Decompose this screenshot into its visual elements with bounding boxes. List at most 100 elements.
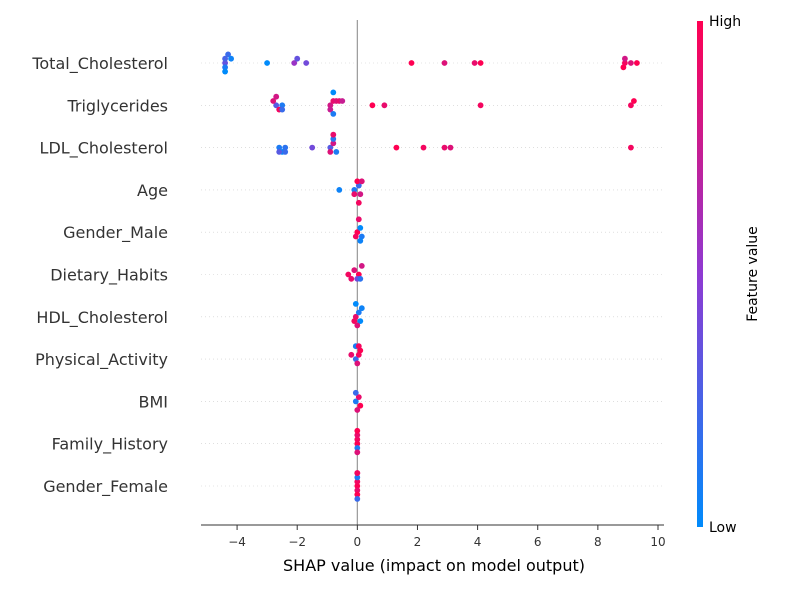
- data-point: [345, 271, 352, 278]
- colorbar-axis-label: Feature value: [745, 226, 761, 322]
- data-point: [354, 407, 361, 413]
- data-point: [634, 60, 640, 66]
- data-point: [477, 60, 484, 66]
- feature-label: BMI: [139, 392, 169, 411]
- x-axis-label: SHAP value (impact on model output): [283, 556, 585, 575]
- data-point: [357, 237, 364, 244]
- x-tick-label: −2: [288, 535, 306, 549]
- x-tick-label: 4: [474, 535, 482, 549]
- x-tick-label: 2: [414, 535, 422, 549]
- data-point: [351, 267, 358, 274]
- data-point: [352, 389, 359, 396]
- data-point: [225, 51, 232, 58]
- data-point: [622, 55, 628, 62]
- data-point: [354, 322, 361, 329]
- data-point: [447, 144, 454, 151]
- data-point: [352, 301, 359, 307]
- data-point: [477, 102, 484, 109]
- data-point: [628, 102, 634, 109]
- data-point: [309, 144, 316, 151]
- data-point: [228, 55, 235, 62]
- feature-label: Dietary_Habits: [50, 266, 168, 286]
- data-point: [330, 89, 337, 96]
- data-point: [354, 478, 361, 485]
- data-point: [357, 191, 364, 198]
- feature-label: Triglycerides: [66, 96, 168, 115]
- data-point: [354, 491, 361, 498]
- data-point: [471, 60, 478, 66]
- data-point: [354, 449, 361, 456]
- data-point: [357, 225, 364, 231]
- feature-labels: Total_Cholesterol Triglycerides LDL_Choles…: [31, 54, 168, 497]
- colorbar-high-label: High: [709, 14, 741, 30]
- data-point: [330, 111, 337, 117]
- data-point: [628, 60, 634, 66]
- points-layer: [222, 51, 640, 502]
- data-point: [354, 432, 361, 438]
- data-point: [327, 149, 334, 155]
- data-point: [352, 233, 359, 240]
- data-point: [354, 483, 361, 489]
- data-point: [628, 144, 634, 151]
- colorbar: [697, 21, 703, 527]
- data-point: [408, 60, 415, 66]
- data-point: [354, 470, 361, 476]
- data-point: [620, 64, 627, 71]
- data-point: [441, 144, 448, 151]
- data-point: [282, 144, 289, 151]
- data-point: [348, 275, 355, 282]
- data-point: [355, 199, 362, 206]
- feature-label: LDL_Cholesterol: [40, 139, 168, 159]
- data-point: [357, 275, 364, 282]
- data-point: [441, 60, 448, 66]
- data-point: [354, 496, 361, 502]
- data-point: [631, 98, 637, 104]
- data-point: [279, 102, 286, 109]
- data-point: [369, 102, 376, 109]
- data-point: [273, 102, 280, 109]
- data-point: [276, 149, 283, 155]
- feature-label: Age: [137, 181, 168, 200]
- data-point: [352, 398, 359, 405]
- data-point: [336, 187, 343, 193]
- data-point: [276, 144, 283, 151]
- data-point: [357, 318, 364, 324]
- data-point: [381, 102, 388, 109]
- x-tick-label: 0: [354, 535, 362, 549]
- data-point: [333, 149, 340, 155]
- data-point: [357, 402, 364, 409]
- x-tick-label: 8: [594, 535, 602, 549]
- data-point: [339, 98, 346, 104]
- data-point: [222, 60, 229, 66]
- data-point: [358, 178, 365, 185]
- feature-label: Physical_Activity: [35, 350, 168, 370]
- colorbar-low-label: Low: [709, 520, 737, 536]
- data-point: [327, 106, 334, 113]
- data-point: [355, 309, 362, 316]
- feature-label: HDL_Cholesterol: [36, 308, 168, 328]
- data-point: [294, 55, 301, 62]
- data-point: [354, 360, 361, 367]
- data-point: [282, 149, 289, 155]
- row-gridlines: [201, 62, 664, 487]
- data-point: [354, 178, 361, 185]
- data-point: [348, 351, 355, 358]
- x-tick-label: −4: [228, 535, 246, 549]
- data-point: [354, 445, 361, 451]
- data-point: [279, 106, 286, 113]
- data-point: [327, 144, 334, 151]
- x-tick-label: 10: [650, 535, 665, 549]
- data-point: [420, 144, 427, 151]
- data-point: [358, 305, 365, 312]
- data-point: [222, 68, 229, 75]
- data-point: [351, 187, 358, 193]
- data-point: [270, 98, 277, 104]
- data-point: [354, 427, 361, 434]
- data-point: [393, 144, 400, 151]
- feature-label: Gender_Female: [43, 477, 168, 497]
- data-point: [354, 436, 361, 443]
- data-point: [273, 93, 280, 100]
- data-point: [355, 216, 362, 223]
- data-point: [354, 474, 361, 481]
